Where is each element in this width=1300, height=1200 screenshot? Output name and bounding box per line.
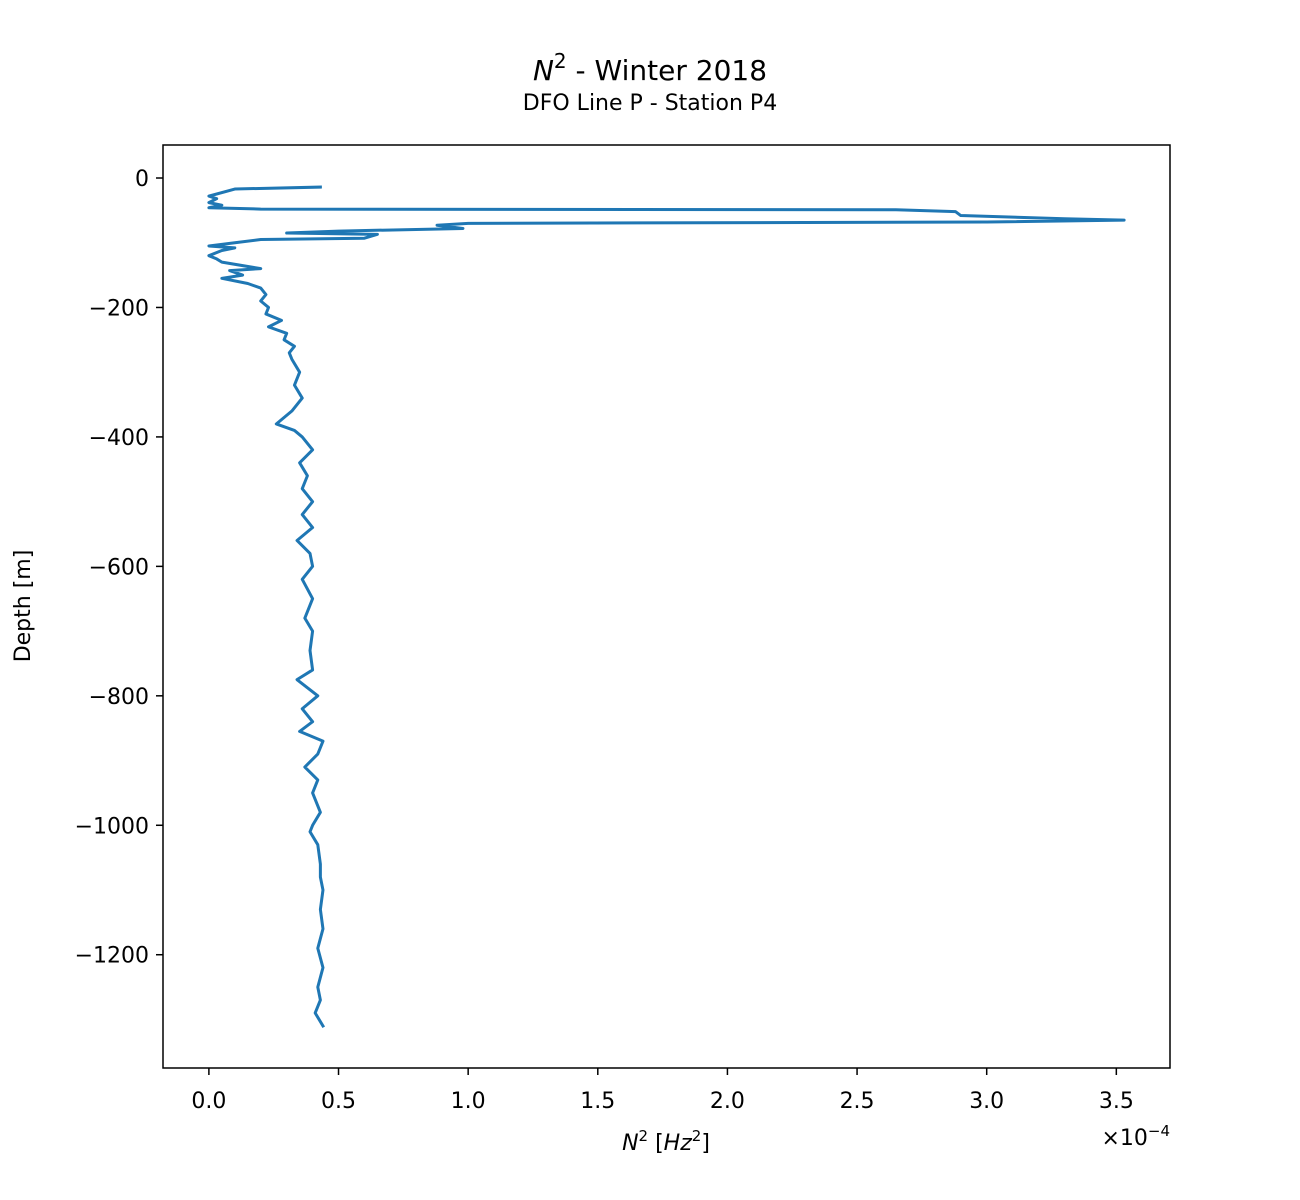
y-tick-label: −200 (89, 296, 149, 321)
text-part: Hz (664, 1131, 693, 1156)
text-part: [ (648, 1131, 664, 1156)
chart-subtitle: DFO Line P - Station P4 (523, 91, 777, 116)
y-tick-label: 0 (135, 167, 149, 192)
x-tick-label: 1.0 (451, 1089, 486, 1114)
y-tick-label: −400 (89, 426, 149, 451)
data-line (207, 185, 1126, 1028)
x-tick-label: 3.0 (969, 1089, 1004, 1114)
plot-frame (162, 144, 1171, 1069)
y-axis-label: Depth [m] (11, 550, 36, 663)
text-part: ×10 (1101, 1126, 1147, 1151)
text-part: 2 (639, 1127, 649, 1145)
x-tick-label: 0.5 (321, 1089, 356, 1114)
x-tick-label: 2.0 (710, 1089, 745, 1114)
x-tick-label: 1.5 (580, 1089, 615, 1114)
y-tick-label: −800 (89, 685, 149, 710)
text-part: N (533, 54, 554, 87)
text-part: 2 (554, 49, 567, 73)
chart-title: N2 - Winter 2018 (533, 49, 767, 87)
text-part: N (622, 1131, 638, 1156)
x-tick-label: 2.5 (840, 1089, 875, 1114)
y-tick-label: −1000 (75, 814, 149, 839)
text-part: - Winter 2018 (567, 54, 767, 87)
x-tick-label: 3.5 (1099, 1089, 1134, 1114)
x-tick-label: 0.0 (191, 1089, 226, 1114)
y-tick-label: −1200 (75, 944, 149, 969)
text-part: 2 (692, 1127, 702, 1145)
text-part: ] (701, 1131, 710, 1156)
y-tick-label: −600 (89, 555, 149, 580)
text-part: −4 (1148, 1122, 1170, 1140)
x-offset-label: ×10−4 (1101, 1122, 1170, 1151)
x-axis-label: N2 [Hz2] (622, 1127, 710, 1156)
